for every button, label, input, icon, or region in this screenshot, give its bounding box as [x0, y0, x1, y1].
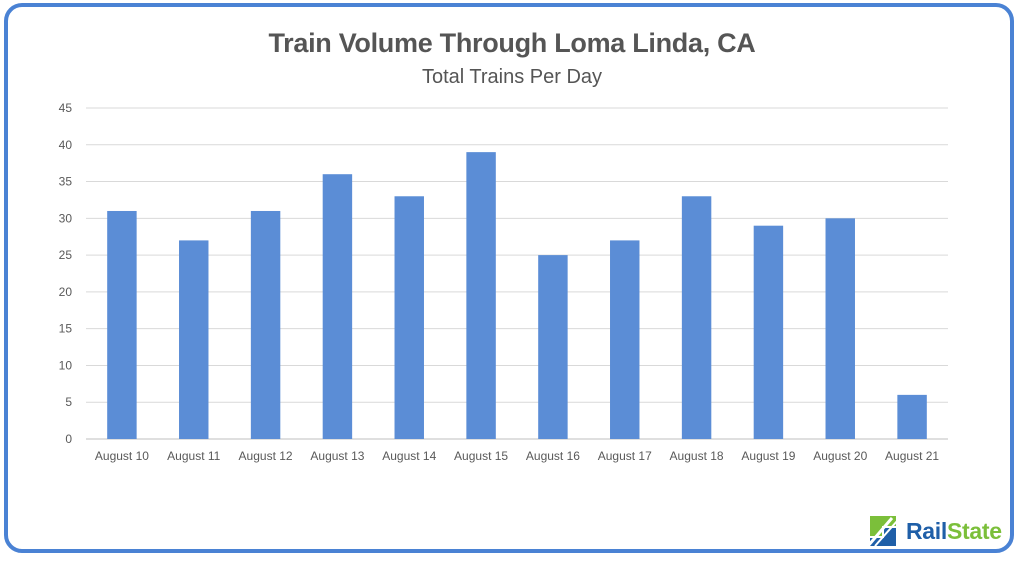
bar: [250, 210, 281, 439]
x-tick-label: August 12: [239, 449, 293, 463]
bar: [538, 255, 568, 439]
x-tick-label: August 19: [741, 449, 795, 463]
y-tick-label: 10: [59, 358, 73, 372]
y-tick-label: 35: [59, 175, 73, 189]
chart-title: Train Volume Through Loma Linda, CA: [268, 28, 756, 58]
y-tick-label: 0: [65, 432, 72, 446]
x-tick-label: August 20: [813, 449, 867, 463]
y-tick-label: 25: [59, 248, 73, 262]
bar: [466, 152, 496, 439]
x-axis-ticks: August 10 August 11 August 12 August 13 Augu…: [95, 449, 940, 463]
x-tick-label: August 18: [670, 449, 724, 463]
x-tick-label: August 17: [598, 449, 652, 463]
gridlines: [86, 107, 948, 440]
x-tick-label: August 14: [382, 449, 436, 463]
railstate-logo-text: RailState: [906, 517, 1002, 544]
railstate-logo: RailState: [866, 514, 1002, 548]
bar: [107, 210, 137, 439]
y-tick-label: 45: [59, 101, 73, 115]
x-tick-label: August 16: [526, 449, 580, 463]
x-tick-label: August 21: [885, 449, 939, 463]
bar: [825, 218, 855, 439]
railstate-logo-icon: [866, 516, 899, 547]
bars: [107, 152, 927, 439]
y-tick-label: 30: [59, 211, 73, 225]
x-tick-label: August 13: [310, 449, 364, 463]
y-tick-label: 15: [59, 322, 73, 336]
chart-subtitle: Total Trains Per Day: [421, 66, 603, 88]
bar: [753, 225, 784, 439]
y-tick-label: 5: [65, 395, 72, 409]
bar: [394, 196, 424, 439]
bar: [681, 196, 712, 439]
bar: [322, 174, 353, 439]
bar: [179, 240, 209, 439]
x-tick-label: August 15: [454, 449, 508, 463]
bar: [897, 394, 927, 439]
y-tick-label: 40: [59, 138, 73, 152]
bar: [610, 240, 640, 439]
y-tick-label: 20: [59, 285, 73, 299]
x-tick-label: August 10: [95, 449, 149, 463]
x-tick-label: August 11: [167, 449, 220, 463]
y-axis-ticks: 0 5 10 15 20 25 30 35 40 45: [59, 101, 73, 446]
